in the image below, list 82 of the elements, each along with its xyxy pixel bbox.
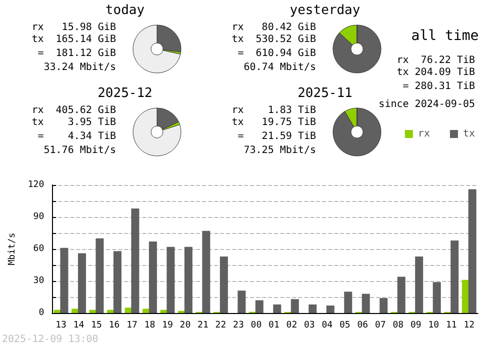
text: rx 15.98 GiB (32, 22, 116, 34)
text: rx 76.22 TiB (396, 55, 475, 67)
x-tick-label: 00 (250, 320, 262, 330)
text: = 610.94 GiB (236, 48, 316, 60)
bar (96, 238, 104, 313)
bar (273, 304, 282, 313)
text: = 280.31 TiB (402, 81, 475, 93)
bar (326, 306, 334, 313)
bar (290, 299, 299, 313)
bar (113, 251, 122, 313)
x-tick-label: 03 (304, 320, 315, 330)
bar (60, 248, 68, 313)
text: = 4.34 TiB (36, 131, 116, 143)
text: all time (411, 28, 479, 44)
text: 60.74 Mbit/s (244, 62, 316, 74)
text: 2025-12-09 13:00 (2, 334, 98, 346)
text: tx 530.52 GiB (232, 34, 316, 46)
x-tick-label: 04 (322, 320, 333, 330)
bar (148, 242, 157, 313)
bar (308, 304, 317, 313)
chart-title: yesterday (290, 3, 360, 18)
bar (432, 282, 441, 313)
legend-label: tx (462, 128, 476, 140)
bar (166, 246, 175, 313)
bar (202, 230, 210, 313)
x-tick-label: 16 (108, 320, 120, 330)
text: tx 19.75 TiB (232, 117, 316, 129)
bar (397, 276, 406, 313)
bar (220, 256, 228, 313)
text: tx 165.14 GiB (32, 34, 116, 46)
x-tick-label: 09 (410, 320, 422, 330)
x-tick-label: 20 (180, 320, 191, 330)
x-tick-label: 19 (162, 320, 173, 330)
x-tick-label: 07 (374, 320, 386, 330)
y-axis-title: Mbit/s (8, 232, 18, 266)
text: = 181.12 GiB (36, 48, 116, 60)
x-tick-label: 12 (464, 320, 475, 330)
text: = 21.59 TiB (236, 131, 316, 143)
y-tick-label: 90 (33, 212, 44, 222)
text: rx 80.42 GiB (232, 22, 316, 34)
text: since 2024-09-05 (378, 99, 475, 111)
x-tick-label: 21 (198, 320, 208, 330)
bar (415, 256, 424, 313)
x-tick-label: 22 (215, 320, 226, 330)
bar (184, 246, 192, 313)
y-tick-label: 0 (38, 308, 44, 318)
text: tx 204.09 TiB (396, 67, 475, 79)
x-tick-label: 14 (73, 320, 84, 330)
x-tick-label: 18 (144, 320, 156, 330)
y-tick-label: 60 (33, 244, 44, 254)
bar (380, 298, 388, 313)
x-tick-label: 11 (446, 320, 457, 330)
x-tick-label: 05 (340, 320, 350, 330)
chart-title: 2025-11 (298, 86, 352, 101)
text: rx 405.62 GiB (32, 105, 116, 117)
x-tick-label: 23 (233, 320, 244, 330)
text: 33.24 Mbit/s (44, 62, 116, 74)
x-tick-label: 13 (56, 320, 66, 330)
bar (131, 208, 140, 313)
x-tick-label: 06 (357, 320, 368, 330)
y-tick-label: 120 (28, 180, 44, 190)
x-tick-label: 17 (126, 320, 138, 330)
x-tick-label: 02 (286, 320, 298, 330)
bar (238, 290, 246, 313)
chart-title: 2025-12 (98, 86, 152, 101)
chart-title: today (105, 3, 145, 18)
text: tx 3.95 TiB (32, 117, 116, 129)
bar (468, 189, 476, 313)
text: rx 1.83 TiB (232, 105, 316, 117)
bar (344, 292, 352, 313)
x-tick-label: 15 (91, 320, 102, 330)
x-tick-label: 01 (268, 320, 280, 330)
y-tick-label: 30 (33, 276, 44, 286)
bar (450, 240, 459, 313)
text: 73.25 Mbit/s (244, 145, 316, 157)
bar (255, 300, 264, 313)
text: 51.76 Mbit/s (44, 145, 116, 157)
x-tick-label: 10 (428, 320, 440, 330)
bar (78, 253, 86, 313)
bar (362, 294, 370, 313)
x-tick-label: 08 (392, 320, 404, 330)
legend-label: rx (418, 128, 430, 140)
